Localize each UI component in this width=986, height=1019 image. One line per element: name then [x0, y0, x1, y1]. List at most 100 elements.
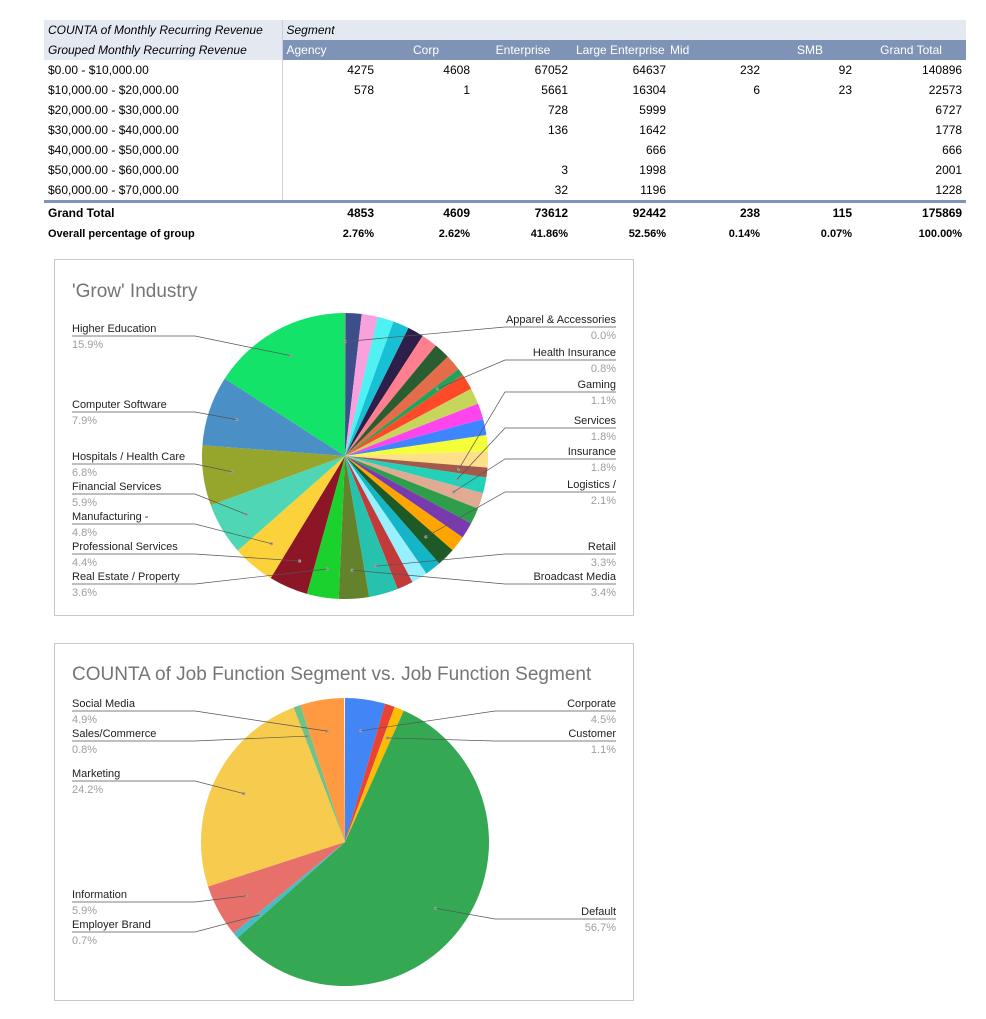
- pie-slice[interactable]: [345, 698, 386, 842]
- cell-value: 2001: [935, 163, 963, 177]
- cell-value: [764, 180, 856, 202]
- slice-percent: 24.2%: [72, 784, 103, 796]
- grand-total-value: 115: [764, 200, 856, 223]
- cell-value: 6: [753, 83, 760, 97]
- pie-slice-other[interactable]: [345, 435, 488, 456]
- percentage-value: 0.14%: [728, 228, 760, 240]
- slice-label: Information: [72, 889, 127, 901]
- cell-value: 1998: [639, 163, 666, 177]
- slice-percent: 4.8%: [72, 527, 97, 539]
- slice-label: Social Media: [72, 698, 136, 710]
- grand-total-value: 92442: [572, 200, 670, 223]
- pie-slice[interactable]: [201, 707, 345, 887]
- cell-value: [378, 180, 474, 202]
- pie-slice-other[interactable]: [345, 316, 394, 456]
- cell-value: [474, 140, 572, 160]
- slice-percent: 3.3%: [591, 557, 616, 569]
- industry-chart-panel[interactable]: 'Grow' Industry Higher Education 15.9% Comp…: [54, 259, 634, 616]
- pie-label-dot: [435, 387, 440, 391]
- pie-slice[interactable]: [202, 378, 345, 456]
- pie-slice-other[interactable]: [345, 456, 472, 538]
- column-header: Mid: [670, 40, 764, 60]
- pie-leader-line: [375, 553, 616, 567]
- pie-leader-line: [72, 780, 244, 794]
- pie-slice-other[interactable]: [345, 451, 488, 468]
- percentage-value: 2.76%: [342, 228, 374, 240]
- pie-slice[interactable]: [306, 456, 345, 599]
- slice-percent: 3.6%: [72, 587, 97, 599]
- pie-slice[interactable]: [345, 703, 395, 842]
- pie-slice-other[interactable]: [345, 456, 478, 524]
- cell-value: 32: [554, 183, 568, 197]
- percentage-value: 0.07%: [820, 228, 852, 240]
- job-function-chart-panel[interactable]: COUNTA of Job Function Segment vs. Job F…: [54, 643, 634, 1001]
- cell-value: [670, 160, 764, 180]
- pie-slice-other[interactable]: [345, 456, 413, 589]
- pie-slice-other[interactable]: [345, 456, 463, 551]
- pie-slice[interactable]: [233, 842, 345, 938]
- table-row: $40,000.00 - $50,000.00 666 666: [44, 140, 966, 160]
- table-row: $20,000.00 - $30,000.00 728 5999 6727: [44, 100, 966, 120]
- pie-slice-other[interactable]: [345, 313, 378, 456]
- slice-percent: 56.7%: [585, 922, 616, 934]
- pie-slice-other[interactable]: [345, 335, 436, 456]
- pie-slice-other[interactable]: [345, 456, 427, 583]
- pie-slice[interactable]: [345, 456, 488, 478]
- pie-slice-other[interactable]: [345, 356, 459, 456]
- pie-slice[interactable]: [208, 842, 345, 934]
- cell-value: [282, 160, 378, 180]
- pie-slice[interactable]: [345, 456, 484, 509]
- pie-slice-other[interactable]: [345, 374, 472, 456]
- cell-value: 3: [561, 163, 568, 177]
- pie-slice-other[interactable]: [345, 345, 448, 456]
- pie-slice-other[interactable]: [345, 403, 484, 456]
- cell-value: 92: [838, 63, 852, 77]
- cell-value: 1196: [640, 183, 666, 197]
- grand-total-value: 4609: [378, 200, 474, 223]
- pie-leader-line: [387, 737, 616, 742]
- pie-slice-other[interactable]: [345, 313, 362, 456]
- pie-slice[interactable]: [270, 456, 345, 594]
- pie-slice[interactable]: [293, 705, 345, 842]
- pie-slice-other[interactable]: [345, 456, 440, 574]
- slice-percent: 15.9%: [72, 339, 103, 351]
- pie-slice-other[interactable]: [345, 419, 487, 456]
- grand-total-row: Grand Total 4853 4609 73612 92442 238 115 17586…: [44, 200, 967, 223]
- pie-slice[interactable]: [210, 456, 345, 551]
- slice-label: Employer Brand: [72, 919, 151, 931]
- pie-slice-other[interactable]: [345, 327, 423, 456]
- pivot-header-row-1: COUNTA of Monthly Recurring Revenue Segme…: [44, 20, 967, 40]
- cell-value: 666: [645, 143, 666, 157]
- pie-slice[interactable]: [345, 368, 463, 456]
- pie-slice[interactable]: [345, 706, 404, 842]
- cell-value: 23: [838, 83, 852, 97]
- pie-slice[interactable]: [237, 710, 489, 986]
- cell-value: 1: [463, 83, 470, 97]
- cell-value: 4608: [443, 63, 470, 77]
- slice-percent: 2.1%: [591, 495, 616, 507]
- cell-value: 16304: [632, 83, 666, 97]
- slice-label: Corporate: [567, 698, 616, 710]
- pie-slice[interactable]: [237, 456, 345, 579]
- cell-value: [378, 160, 474, 180]
- pie-label-dot: [343, 340, 347, 344]
- slice-label: Broadcast Media: [533, 571, 616, 583]
- pie-slice-other[interactable]: [345, 321, 409, 456]
- pie-slice-other[interactable]: [345, 388, 479, 456]
- pie-slice[interactable]: [300, 698, 345, 842]
- grand-total-value: 175869: [856, 200, 967, 223]
- grand-total-value: 238: [670, 200, 764, 223]
- pie-label-dot: [306, 734, 310, 738]
- cell-value: 67052: [534, 63, 568, 77]
- pie-leader-line: [72, 411, 237, 420]
- cell-value: 728: [547, 103, 568, 117]
- pie-slice[interactable]: [202, 445, 345, 506]
- slice-percent: 3.4%: [591, 587, 616, 599]
- pie-slice[interactable]: [345, 456, 487, 494]
- cell-value: [670, 180, 764, 202]
- slice-label: Financial Services: [72, 481, 162, 493]
- pie-slice[interactable]: [224, 313, 345, 456]
- pie-label-dot: [374, 564, 378, 568]
- pie-slice[interactable]: [345, 456, 398, 597]
- pie-slice[interactable]: [338, 456, 370, 599]
